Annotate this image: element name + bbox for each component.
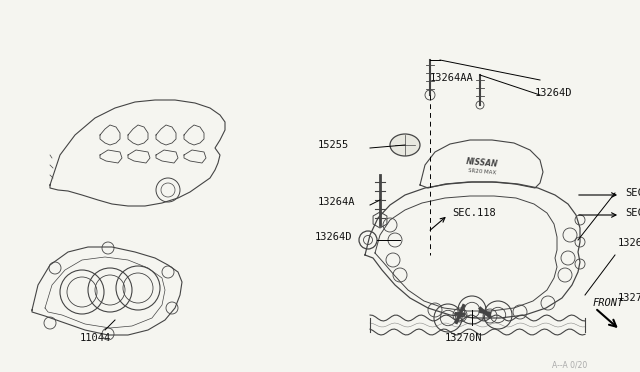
Text: SEC.118: SEC.118 (625, 188, 640, 198)
Ellipse shape (390, 134, 420, 156)
Text: FRONT: FRONT (593, 298, 624, 308)
Text: 13264D: 13264D (315, 232, 353, 242)
Text: A--A 0/20: A--A 0/20 (552, 360, 588, 369)
Text: 13264A: 13264A (318, 197, 355, 207)
Text: 13270N: 13270N (445, 333, 483, 343)
Text: SEC.118: SEC.118 (452, 208, 496, 218)
Text: SR20 MAX: SR20 MAX (468, 168, 496, 176)
Text: 13264: 13264 (618, 238, 640, 248)
Text: SEC.118: SEC.118 (625, 208, 640, 218)
Text: 13270: 13270 (618, 293, 640, 303)
Text: NISSAN: NISSAN (465, 157, 499, 169)
Text: 11044: 11044 (80, 333, 111, 343)
Text: 13264AA: 13264AA (430, 73, 474, 83)
Text: 15255: 15255 (318, 140, 349, 150)
Text: 13264D: 13264D (535, 88, 573, 98)
